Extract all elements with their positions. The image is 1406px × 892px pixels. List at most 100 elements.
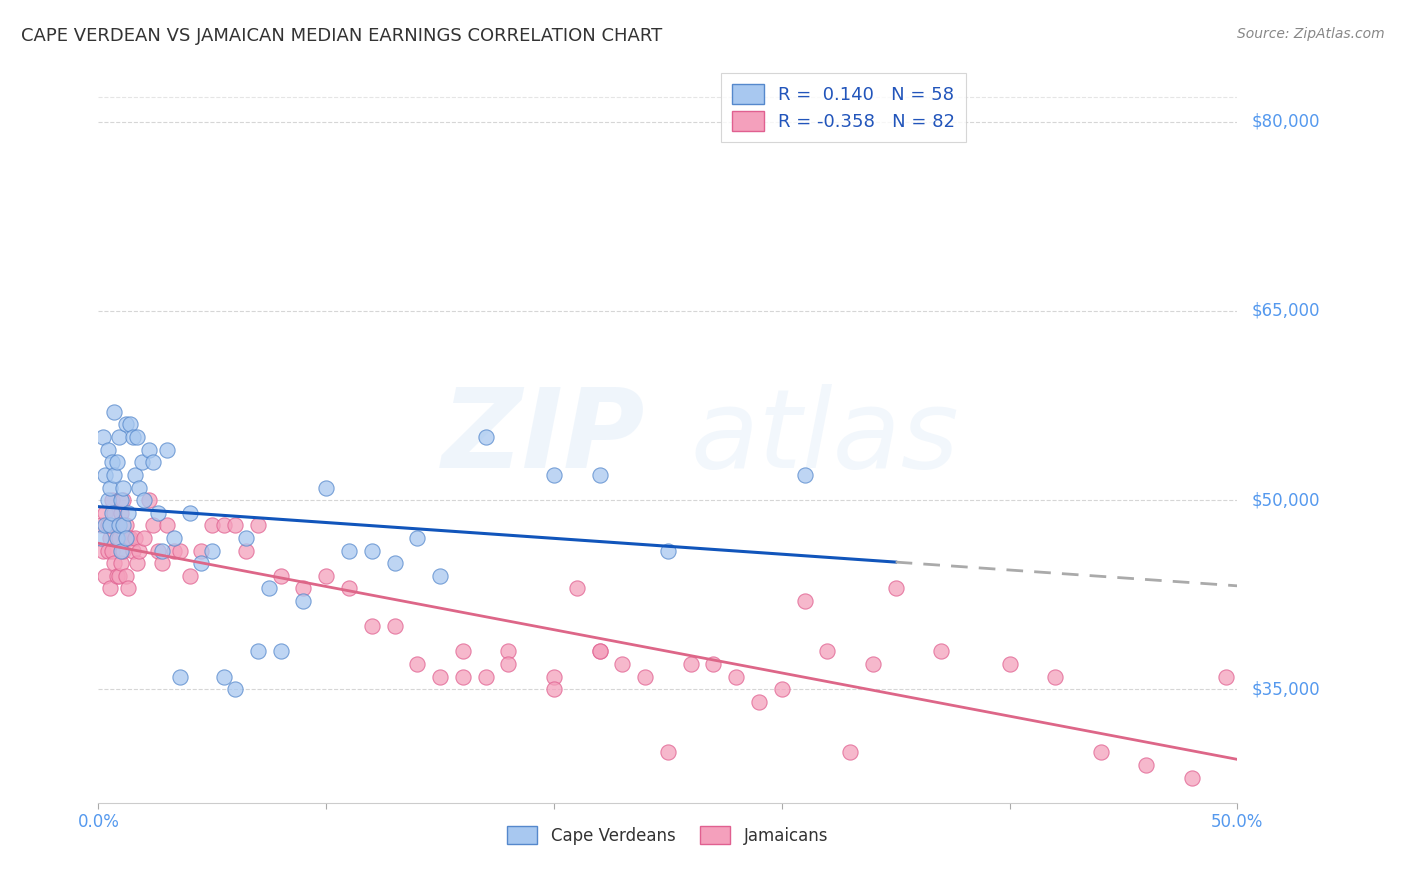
Point	[634, 670, 657, 684]
Point	[201, 518, 224, 533]
Point	[138, 442, 160, 457]
Point	[127, 430, 149, 444]
Point	[246, 644, 269, 658]
Point	[128, 481, 150, 495]
Point	[103, 467, 125, 482]
Point	[246, 518, 269, 533]
Point	[929, 644, 952, 658]
Point	[138, 493, 160, 508]
Point	[146, 543, 169, 558]
Point	[657, 543, 679, 558]
Point	[224, 682, 246, 697]
Point	[179, 506, 201, 520]
Point	[142, 455, 165, 469]
Point	[862, 657, 884, 671]
Point	[588, 644, 610, 658]
Point	[748, 695, 770, 709]
Point	[150, 556, 173, 570]
Point	[108, 569, 131, 583]
Point	[360, 543, 382, 558]
Point	[169, 543, 191, 558]
Point	[94, 467, 117, 482]
Point	[259, 582, 281, 596]
Point	[110, 543, 132, 558]
Point	[498, 657, 520, 671]
Point	[162, 543, 184, 558]
Point	[588, 467, 610, 482]
Point	[212, 670, 235, 684]
Point	[1181, 771, 1204, 785]
Point	[103, 405, 125, 419]
Text: ZIP: ZIP	[441, 384, 645, 491]
Point	[110, 493, 132, 508]
Point	[884, 582, 907, 596]
Point	[498, 644, 520, 658]
Point	[429, 670, 451, 684]
Point	[702, 657, 724, 671]
Point	[112, 493, 135, 508]
Point	[543, 670, 565, 684]
Point	[725, 670, 748, 684]
Point	[103, 506, 125, 520]
Point	[94, 569, 117, 583]
Text: CAPE VERDEAN VS JAMAICAN MEDIAN EARNINGS CORRELATION CHART: CAPE VERDEAN VS JAMAICAN MEDIAN EARNINGS…	[21, 27, 662, 45]
Point	[156, 518, 179, 533]
Point	[543, 467, 565, 482]
Point	[235, 531, 257, 545]
Point	[124, 467, 146, 482]
Point	[337, 582, 360, 596]
Legend: Cape Verdeans, Jamaicans: Cape Verdeans, Jamaicans	[499, 818, 837, 853]
Point	[793, 594, 815, 608]
Point	[169, 670, 191, 684]
Point	[235, 543, 257, 558]
Point	[90, 518, 112, 533]
Point	[114, 569, 136, 583]
Point	[127, 556, 149, 570]
Point	[315, 481, 337, 495]
Point	[162, 531, 184, 545]
Point	[121, 430, 143, 444]
Point	[406, 531, 429, 545]
Point	[108, 430, 131, 444]
Point	[98, 531, 121, 545]
Point	[224, 518, 246, 533]
Point	[117, 582, 139, 596]
Point	[90, 531, 112, 545]
Point	[451, 670, 474, 684]
Point	[128, 543, 150, 558]
Point	[108, 531, 131, 545]
Point	[565, 582, 588, 596]
Point	[146, 506, 169, 520]
Point	[120, 417, 142, 432]
Point	[429, 569, 451, 583]
Point	[190, 543, 212, 558]
Point	[1043, 670, 1066, 684]
Point	[98, 518, 121, 533]
Point	[105, 455, 128, 469]
Point	[96, 543, 118, 558]
Point	[212, 518, 235, 533]
Point	[612, 657, 634, 671]
Point	[679, 657, 702, 671]
Text: Source: ZipAtlas.com: Source: ZipAtlas.com	[1237, 27, 1385, 41]
Point	[156, 442, 179, 457]
Point	[110, 506, 132, 520]
Point	[110, 556, 132, 570]
Text: $65,000: $65,000	[1251, 302, 1320, 320]
Point	[114, 417, 136, 432]
Point	[360, 619, 382, 633]
Point	[108, 518, 131, 533]
Point	[292, 582, 315, 596]
Point	[96, 442, 118, 457]
Point	[117, 531, 139, 545]
Point	[190, 556, 212, 570]
Point	[201, 543, 224, 558]
Point	[337, 543, 360, 558]
Point	[101, 455, 124, 469]
Text: $80,000: $80,000	[1251, 112, 1320, 131]
Point	[1090, 745, 1112, 759]
Point	[384, 556, 406, 570]
Point	[588, 644, 610, 658]
Point	[114, 518, 136, 533]
Point	[114, 531, 136, 545]
